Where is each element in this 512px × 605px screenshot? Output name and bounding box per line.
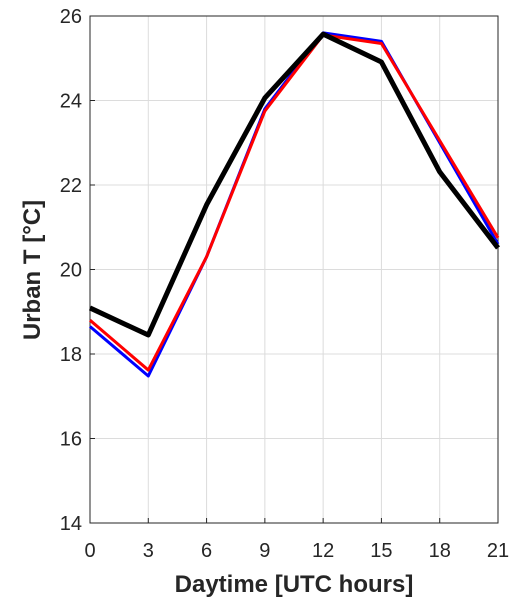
y-tick-label: 14 <box>60 513 82 535</box>
x-tick-label: 3 <box>143 540 154 562</box>
y-tick-label: 16 <box>60 429 82 451</box>
series-line <box>89 33 500 372</box>
y-tick-label: 22 <box>60 175 82 197</box>
x-tick-label: 9 <box>259 540 270 562</box>
x-tick-label: 18 <box>429 540 451 562</box>
y-tick-label: 20 <box>60 260 82 282</box>
x-tick-label: 15 <box>370 540 392 562</box>
y-axis-label: Urban T [°C] <box>19 200 46 340</box>
x-tick-label: 6 <box>201 540 212 562</box>
series-line <box>88 31 500 338</box>
y-tick-label: 24 <box>60 91 82 113</box>
x-tick-label: 21 <box>487 540 509 562</box>
y-tick-label: 18 <box>60 344 82 366</box>
axes-box <box>89 15 499 524</box>
x-axis-label: Daytime [UTC hours] <box>175 571 414 598</box>
y-tick-label: 26 <box>60 6 82 28</box>
x-tick-label: 12 <box>312 540 334 562</box>
x-tick-label: 0 <box>84 540 95 562</box>
